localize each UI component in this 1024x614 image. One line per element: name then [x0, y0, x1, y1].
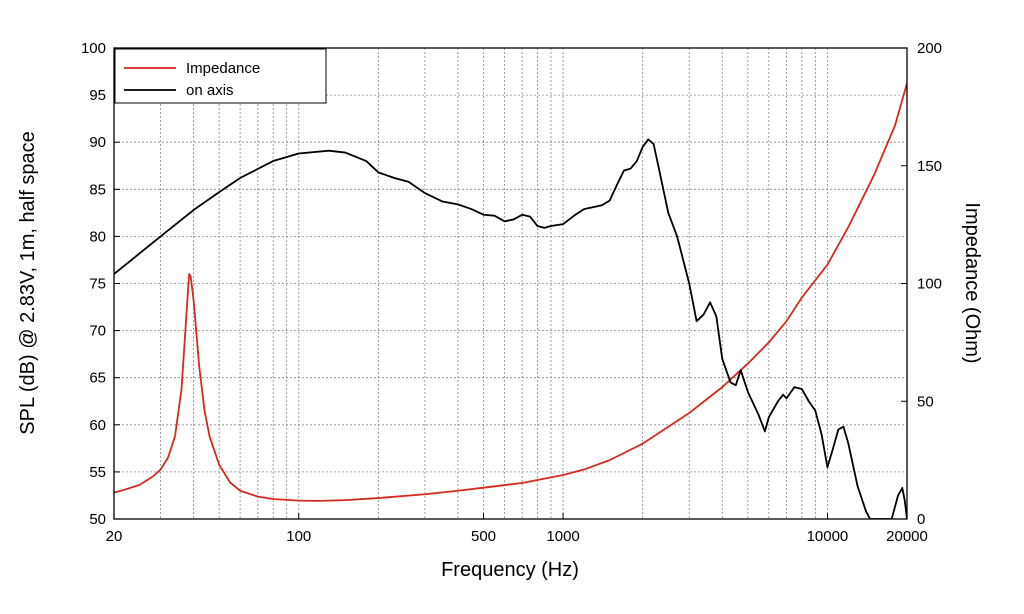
y-right-tick-label: 0 — [917, 511, 925, 528]
y-left-tick-label: 50 — [89, 511, 106, 528]
y-right-tick-label: 50 — [917, 393, 934, 410]
y-left-tick-label: 60 — [89, 417, 106, 434]
x-tick-label: 20000 — [886, 528, 928, 545]
x-tick-label: 10000 — [807, 528, 849, 545]
y-left-tick-label: 100 — [81, 40, 106, 57]
x-tick-label: 500 — [471, 528, 496, 545]
y-left-tick-label: 55 — [89, 464, 106, 481]
y-right-tick-label: 200 — [917, 40, 942, 57]
grid — [114, 48, 907, 519]
y-left-tick-label: 90 — [89, 134, 106, 151]
series-layer — [114, 83, 907, 519]
legend-on-axis-label: on axis — [186, 82, 234, 99]
y-axis-right-title: Impedance (Ohm) — [961, 202, 983, 363]
x-tick-label: 1000 — [546, 528, 579, 545]
y-left-tick-label: 75 — [89, 276, 106, 293]
legend-impedance-label: Impedance — [186, 60, 260, 77]
y-left-tick-label: 80 — [89, 228, 106, 245]
x-axis-title: Frequency (Hz) — [441, 559, 579, 581]
legend-box — [114, 48, 327, 104]
y-axis-left-title: SPL (dB) @ 2.83V, 1m, half space — [17, 131, 39, 434]
x-tick-label: 20 — [106, 528, 123, 545]
y-left-tick-label: 95 — [89, 87, 106, 104]
series-line-on-axis — [114, 138, 907, 519]
ticks: 20 100 500 1000 10000 20000505560657075808590… — [81, 40, 942, 545]
x-tick-label: 100 — [286, 528, 311, 545]
y-right-tick-label: 100 — [917, 276, 942, 293]
series-line-impedance — [114, 83, 907, 502]
y-left-tick-label: 85 — [89, 181, 106, 198]
legend: Impedance on axis — [114, 48, 327, 104]
y-left-tick-label: 65 — [89, 370, 106, 387]
y-left-tick-label: 70 — [89, 323, 106, 340]
y-right-tick-label: 150 — [917, 158, 942, 175]
